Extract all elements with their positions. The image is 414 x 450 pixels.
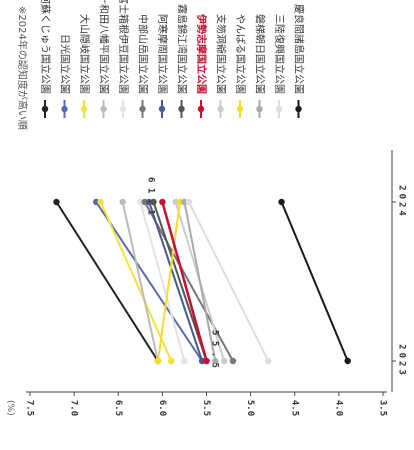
data-point [159, 198, 166, 206]
legend-swatch-point [41, 105, 49, 113]
series-line [95, 201, 203, 362]
value-tick-label: 3.5 [378, 400, 388, 416]
chart-note: ※2024年の認知度が高い順 [16, 6, 29, 130]
data-label: 5 5 . 5 [210, 330, 220, 368]
data-point [141, 198, 148, 206]
legend-label: 富士箱根伊豆国立公園 [117, 0, 130, 94]
data-point [185, 198, 193, 206]
legend-swatch-point [236, 105, 244, 113]
series-line [156, 201, 182, 362]
legend-swatch-point [100, 105, 107, 113]
value-tick-label: 5.0 [245, 400, 255, 416]
data-point [145, 198, 153, 206]
series-line [55, 201, 159, 362]
data-point [181, 198, 188, 206]
data-point [172, 198, 179, 206]
legend-swatch-point [197, 105, 205, 113]
data-point [154, 357, 162, 365]
value-tick-label: 6.5 [113, 400, 123, 416]
legend-label: 日光国立公園 [59, 34, 72, 94]
legend-swatch-point [256, 105, 263, 113]
legend-label: やんばる国立公園 [234, 14, 247, 94]
data-point [150, 198, 157, 206]
legend-label: 霧島錦江湾国立公園 [176, 4, 189, 94]
series-line [187, 201, 270, 362]
data-point [53, 198, 60, 206]
value-tick-label: 5.5 [201, 400, 211, 416]
value-unit-label: (%) [5, 400, 15, 416]
data-point [198, 357, 206, 365]
legend-label: 慶良間諸島国立公園 [293, 4, 306, 94]
legend-swatch-point [80, 105, 88, 113]
data-point [92, 198, 100, 206]
legend-swatch-point [295, 105, 302, 113]
data-point [265, 357, 272, 365]
legend-label: 磐梯朝日国立公園 [254, 14, 267, 94]
category-tick-label: 2024 [397, 185, 407, 219]
series-line [152, 201, 208, 362]
category-tick-label: 2023 [397, 344, 407, 378]
data-point [212, 357, 219, 365]
legend-label: 中部山岳国立公園 [137, 14, 150, 94]
legend-swatch-point [158, 105, 166, 113]
legend-swatch-point [178, 105, 185, 113]
value-tick-label: 7.5 [25, 400, 35, 416]
value-tick-label: 4.5 [289, 400, 299, 416]
data-point [168, 357, 175, 365]
series-line [121, 201, 159, 362]
value-tick-label: 4.0 [333, 400, 343, 416]
data-point [137, 198, 144, 206]
series-line [143, 201, 234, 362]
data-point [229, 357, 237, 365]
value-tick-label: 7.0 [69, 400, 79, 416]
series-line [183, 201, 217, 362]
value-tick-label: 6.0 [157, 400, 167, 416]
data-point [119, 198, 126, 206]
data-point [97, 198, 104, 206]
legend-label: 大山隠岐国立公園 [78, 14, 91, 94]
legend-label: 支笏洞爺国立公園 [215, 14, 228, 94]
legend-label: 三陸復興国立公園 [273, 14, 286, 94]
data-point [176, 198, 184, 206]
data-point [220, 357, 228, 365]
series-line [148, 201, 204, 362]
legend-swatch-point [139, 105, 146, 113]
series-line [139, 201, 186, 362]
data-point [203, 357, 210, 365]
legend-swatch-point [119, 105, 127, 113]
legend-swatch-point [217, 105, 224, 113]
series-line [99, 201, 173, 362]
legend-swatch-point [61, 105, 68, 113]
data-point [181, 357, 188, 365]
legend-label: 阿蘇くじゅう国立公園 [39, 0, 52, 94]
series-line [280, 201, 349, 362]
legend-label: 伊勢志摩国立公園 [195, 13, 208, 94]
legend-label: 阿寒摩周国立公園 [156, 14, 169, 94]
data-point [278, 198, 285, 206]
data-label: 6 1 . 1 [145, 177, 155, 215]
legend-swatch-point [275, 105, 283, 113]
data-point [344, 357, 351, 365]
legend-label: 十和田八幡平国立公園 [98, 0, 111, 94]
series-line [161, 201, 208, 362]
